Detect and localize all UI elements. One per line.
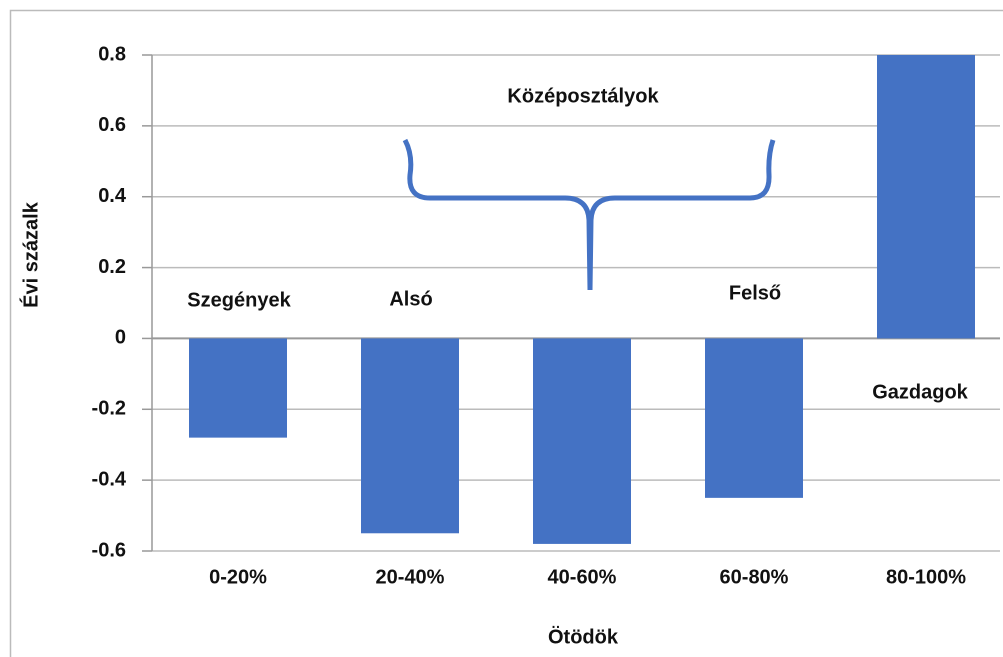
x-tick-label: 40-60%	[548, 566, 617, 588]
annotation: Alsó	[389, 288, 432, 310]
brace	[402, 138, 776, 291]
y-tick-label: 0.6	[98, 114, 126, 136]
bars	[189, 55, 975, 544]
x-tick-label: 20-40%	[376, 566, 445, 588]
bar	[189, 338, 287, 438]
y-axis-label: Évi százalk	[19, 201, 42, 308]
y-tick-label: -0.4	[92, 468, 127, 490]
y-tick-label: -0.2	[92, 398, 126, 420]
annotation: Középosztályok	[507, 85, 659, 107]
bar	[533, 338, 631, 544]
annotation: Felső	[729, 282, 781, 304]
bar	[877, 55, 975, 339]
x-tick-label: 60-80%	[720, 566, 789, 588]
y-tick-label: 0.8	[98, 43, 126, 65]
chart-frame	[9, 9, 1003, 657]
x-tick-label: 80-100%	[886, 566, 966, 588]
x-tick-label: 0-20%	[209, 566, 267, 588]
annotation: Gazdagok	[872, 381, 968, 403]
annotation: Szegények	[187, 289, 291, 311]
y-tick-label: -0.6	[92, 539, 126, 561]
y-tick-label: 0.2	[98, 256, 126, 278]
bar	[361, 338, 459, 534]
x-axis-label: Ötödök	[548, 625, 619, 648]
y-tick-label: 0.4	[98, 185, 127, 207]
bar	[705, 338, 803, 498]
y-tick-label: 0	[115, 327, 126, 349]
